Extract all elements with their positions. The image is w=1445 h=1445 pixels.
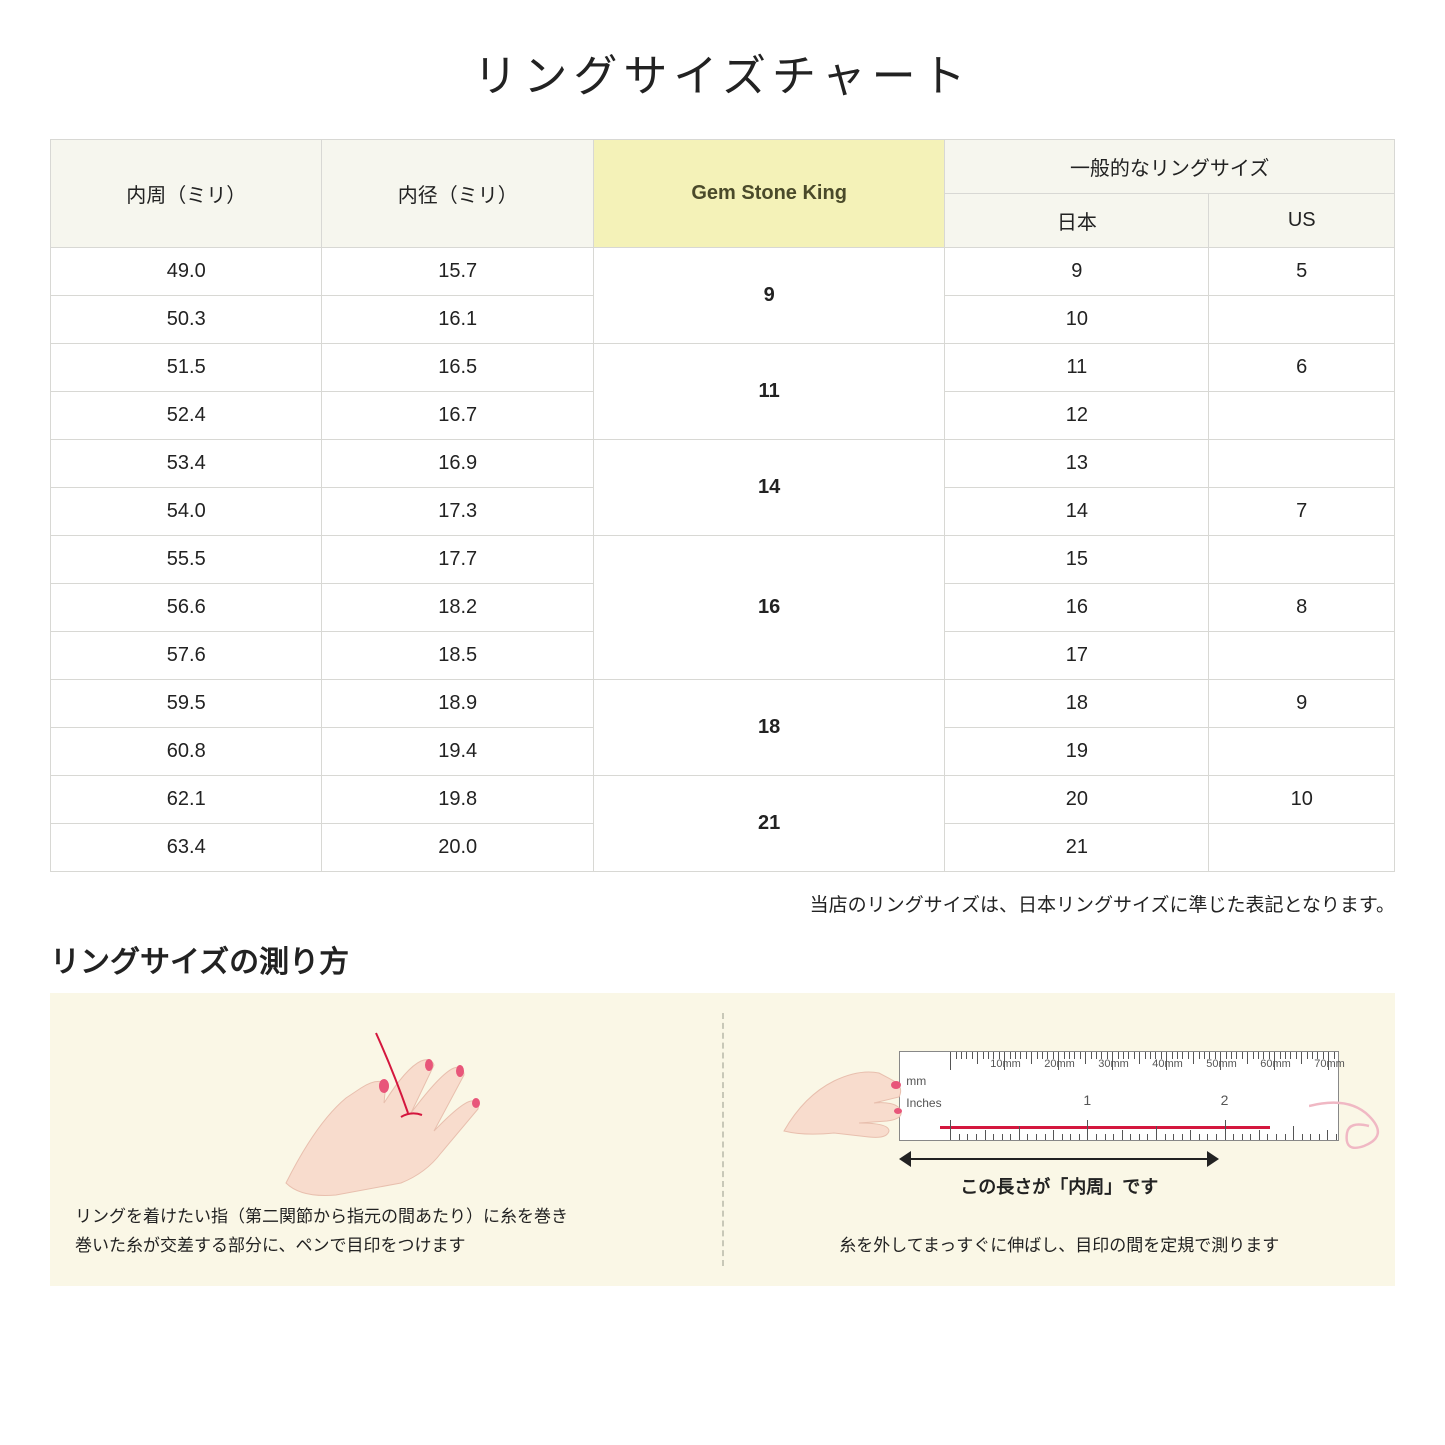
cell-diameter: 16.1 (322, 296, 593, 344)
cell-us (1209, 296, 1395, 344)
cell-circumference: 55.5 (51, 536, 322, 584)
cell-japan: 9 (945, 248, 1209, 296)
th-general-group: 一般的なリングサイズ (945, 140, 1395, 194)
cell-us (1209, 440, 1395, 488)
ring-size-table: 内周（ミリ） 内径（ミリ） Gem Stone King 一般的なリングサイズ … (50, 139, 1395, 872)
table-row: 62.119.8212010 (51, 776, 1395, 824)
table-row: 55.517.71615 (51, 536, 1395, 584)
cell-gsk: 14 (593, 440, 944, 536)
cell-us (1209, 392, 1395, 440)
cell-japan: 20 (945, 776, 1209, 824)
cell-diameter: 17.3 (322, 488, 593, 536)
ruler-illustration: mm Inches 10mm20mm30mm40mm50mm60mm70mm12… (749, 1013, 1371, 1232)
cell-japan: 18 (945, 680, 1209, 728)
cell-japan: 21 (945, 824, 1209, 872)
table-note: 当店のリングサイズは、日本リングサイズに準じた表記となります。 (50, 890, 1395, 917)
cell-diameter: 17.7 (322, 536, 593, 584)
th-circumference: 内周（ミリ） (51, 140, 322, 248)
th-japan: 日本 (945, 194, 1209, 248)
ruler-in-label: 1 (1083, 1092, 1091, 1108)
table-row: 59.518.918189 (51, 680, 1395, 728)
cell-us (1209, 728, 1395, 776)
cell-gsk: 16 (593, 536, 944, 680)
cell-diameter: 16.9 (322, 440, 593, 488)
cell-diameter: 20.0 (322, 824, 593, 872)
cell-circumference: 63.4 (51, 824, 322, 872)
panel1-text: リングを着けたい指（第二関節から指元の間あたり）に糸を巻き巻いた糸が交差する部分… (75, 1203, 697, 1261)
cell-circumference: 52.4 (51, 392, 322, 440)
cell-diameter: 16.5 (322, 344, 593, 392)
cell-us (1209, 632, 1395, 680)
cell-circumference: 60.8 (51, 728, 322, 776)
cell-circumference: 59.5 (51, 680, 322, 728)
cell-diameter: 19.4 (322, 728, 593, 776)
cell-circumference: 54.0 (51, 488, 322, 536)
cell-japan: 12 (945, 392, 1209, 440)
measure-area: リングを着けたい指（第二関節から指元の間あたり）に糸を巻き巻いた糸が交差する部分… (50, 993, 1395, 1286)
cell-diameter: 19.8 (322, 776, 593, 824)
thread-curl-icon (1309, 1091, 1399, 1161)
table-row: 49.015.7995 (51, 248, 1395, 296)
cell-diameter: 16.7 (322, 392, 593, 440)
cell-japan: 16 (945, 584, 1209, 632)
cell-us: 6 (1209, 344, 1395, 392)
cell-japan: 19 (945, 728, 1209, 776)
cell-japan: 17 (945, 632, 1209, 680)
cell-circumference: 50.3 (51, 296, 322, 344)
cell-gsk: 9 (593, 248, 944, 344)
cell-circumference: 62.1 (51, 776, 322, 824)
ruler-in-label: 2 (1221, 1092, 1229, 1108)
cell-circumference: 56.6 (51, 584, 322, 632)
ruler-mm-label: 10mm (990, 1058, 1021, 1070)
ruler: mm Inches 10mm20mm30mm40mm50mm60mm70mm12 (899, 1051, 1339, 1141)
table-row: 51.516.511116 (51, 344, 1395, 392)
th-us: US (1209, 194, 1395, 248)
cell-us: 5 (1209, 248, 1395, 296)
cell-us: 10 (1209, 776, 1395, 824)
measure-panel-2: mm Inches 10mm20mm30mm40mm50mm60mm70mm12… (724, 993, 1396, 1286)
cell-us: 7 (1209, 488, 1395, 536)
cell-us: 9 (1209, 680, 1395, 728)
cell-gsk: 21 (593, 776, 944, 872)
ruler-mm-label: 20mm (1044, 1058, 1075, 1070)
cell-japan: 14 (945, 488, 1209, 536)
th-diameter: 内径（ミリ） (322, 140, 593, 248)
cell-japan: 10 (945, 296, 1209, 344)
cell-japan: 11 (945, 344, 1209, 392)
cell-diameter: 18.5 (322, 632, 593, 680)
measure-panel-1: リングを着けたい指（第二関節から指元の間あたり）に糸を巻き巻いた糸が交差する部分… (50, 993, 722, 1286)
cell-japan: 13 (945, 440, 1209, 488)
cell-diameter: 18.9 (322, 680, 593, 728)
panel2-text: 糸を外してまっすぐに伸ばし、目印の間を定規で測ります (749, 1232, 1371, 1261)
cell-us: 8 (1209, 584, 1395, 632)
cell-circumference: 49.0 (51, 248, 322, 296)
measure-title: リングサイズの測り方 (50, 937, 1395, 981)
cell-diameter: 18.2 (322, 584, 593, 632)
cell-japan: 15 (945, 536, 1209, 584)
cell-us (1209, 536, 1395, 584)
cell-diameter: 15.7 (322, 248, 593, 296)
length-arrow (899, 1151, 1219, 1167)
cell-circumference: 51.5 (51, 344, 322, 392)
ruler-mm-label: 40mm (1152, 1058, 1183, 1070)
ruler-mm-label: 30mm (1098, 1058, 1129, 1070)
red-thread (940, 1126, 1270, 1129)
arrow-caption: この長さが「内周」です (960, 1173, 1158, 1199)
ruler-mm-label: 70mm (1314, 1058, 1345, 1070)
page-title: リングサイズチャート (50, 40, 1395, 104)
cell-circumference: 57.6 (51, 632, 322, 680)
ruler-mm-label: 60mm (1260, 1058, 1291, 1070)
cell-us (1209, 824, 1395, 872)
ruler-mm-label: 50mm (1206, 1058, 1237, 1070)
cell-gsk: 11 (593, 344, 944, 440)
table-row: 53.416.91413 (51, 440, 1395, 488)
hand-wrap-illustration (75, 1013, 697, 1203)
th-gsk: Gem Stone King (593, 140, 944, 248)
cell-gsk: 18 (593, 680, 944, 776)
cell-circumference: 53.4 (51, 440, 322, 488)
